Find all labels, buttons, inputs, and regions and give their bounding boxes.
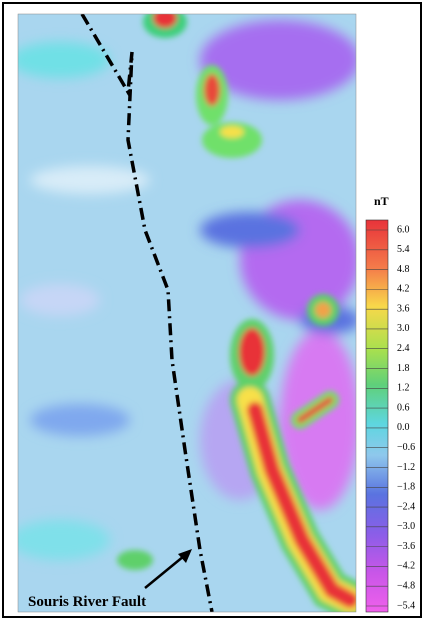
colorbar-tick-label: 6.0	[397, 224, 410, 235]
colorbar-tick-label: −3.6	[397, 541, 415, 552]
fault-arrow	[144, 555, 185, 589]
colorbar-tick-label: 0.0	[397, 422, 410, 433]
colorbar-tick-label: 4.2	[397, 284, 410, 295]
colorbar-tick-label: −3.0	[397, 521, 415, 532]
colorbar-tick-label: −4.8	[397, 581, 415, 592]
colorbar-tick-label: −0.6	[397, 442, 415, 453]
colorbar-tick-label: 1.8	[397, 363, 410, 374]
colorbar-tick-label: 4.8	[397, 264, 410, 275]
colorbar-tick-label: −2.4	[397, 501, 415, 512]
colorbar-tick-label: −5.4	[397, 600, 415, 611]
colorbar-tick-label: −1.2	[397, 462, 415, 473]
colorbar-tick-label: 3.0	[397, 323, 410, 334]
fault-line	[80, 14, 214, 612]
colorbar-tick-label: 5.4	[397, 244, 410, 255]
fault-arrowhead	[178, 549, 192, 563]
colorbar-tick-label: 0.6	[397, 402, 410, 413]
colorbar	[365, 219, 389, 613]
colorbar-tick-label: −1.8	[397, 482, 415, 493]
colorbar-tick-label: 1.2	[397, 383, 410, 394]
colorbar-tick-label: −4.2	[397, 561, 415, 572]
colorbar-tick-label: 3.6	[397, 303, 410, 314]
fault-label: Souris River Fault	[28, 594, 146, 610]
colorbar-ticks: 6.0 5.4 4.8 4.2 3.6 3.0 2.4 1.8 1.2 0.6 0.0 −0.6 −1.…	[366, 224, 415, 611]
colorbar-unit: nT	[374, 194, 389, 208]
colorbar-tick-label: 2.4	[397, 343, 410, 354]
anomaly-map	[18, 14, 356, 612]
